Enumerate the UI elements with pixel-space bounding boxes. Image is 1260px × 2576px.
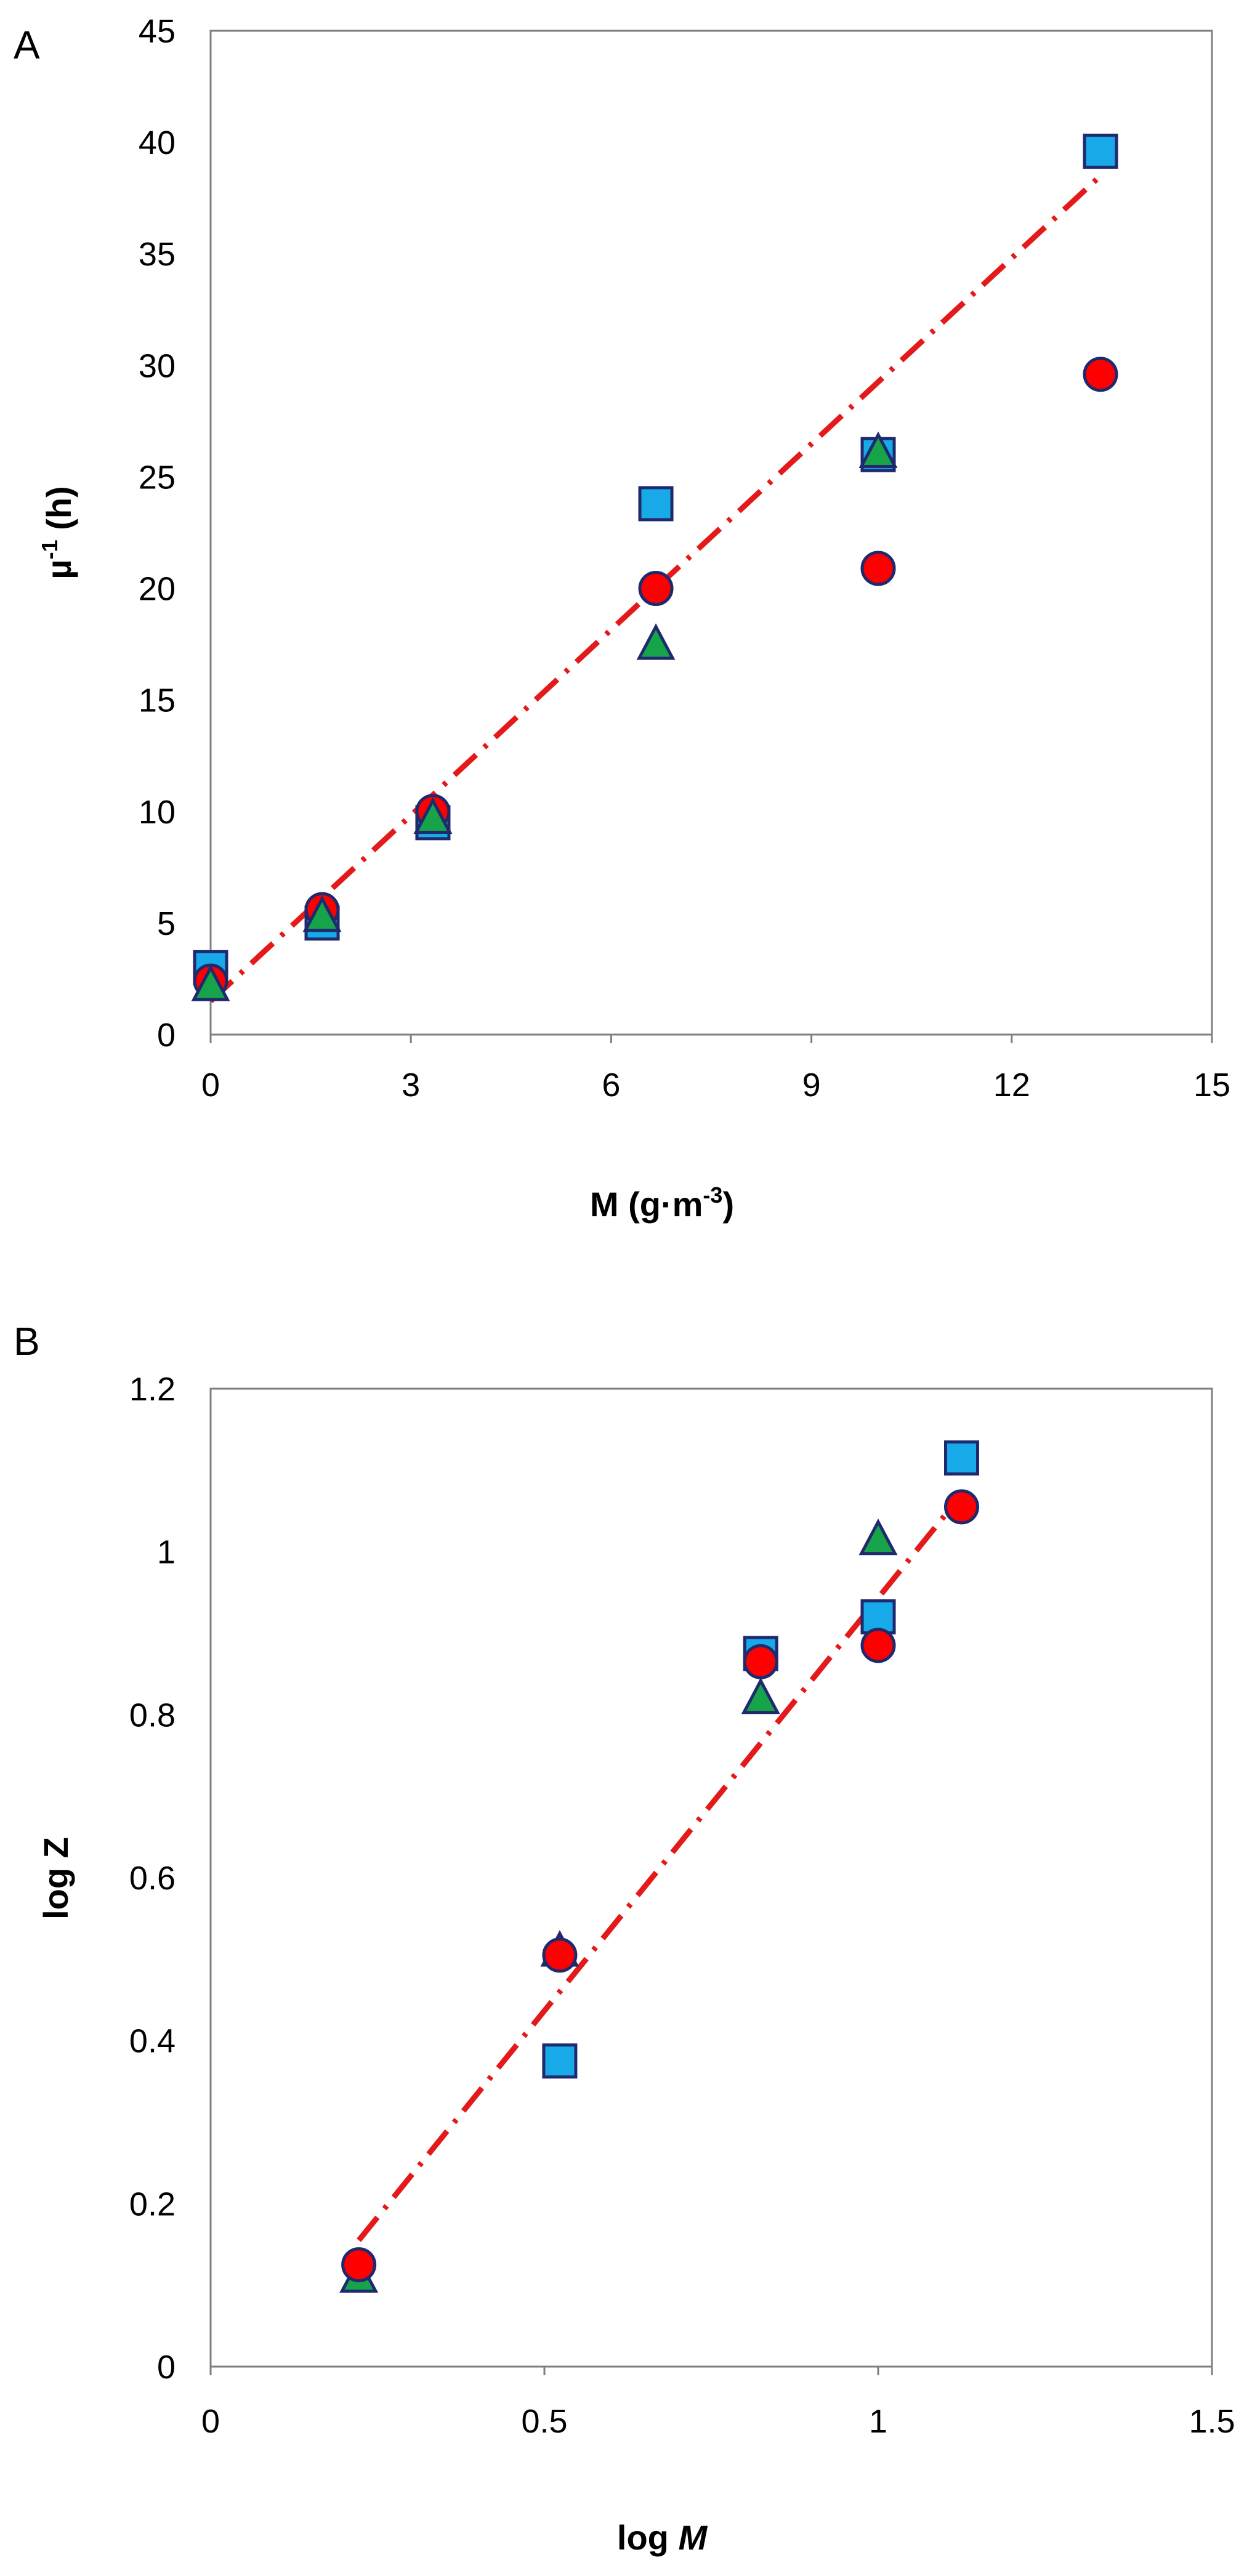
panel-b-y-tick-label: 1 (157, 1534, 176, 1571)
panel-b-y-tick-label: 0.4 (129, 2023, 176, 2060)
panel-b-square-point (542, 2043, 578, 2079)
panel-a-y-tick-label: 30 (139, 347, 176, 384)
panel-b-y-axis-title: log Z (36, 1837, 75, 1920)
panel-a-x-tick-label: 0 (201, 1067, 220, 1104)
panel-a-x-tick-label: 15 (1193, 1067, 1230, 1104)
panel-a-y-title-end: (h) (39, 486, 78, 539)
panel-b-data-points (339, 1440, 979, 2293)
panel-a-y-tick-label: 5 (157, 905, 176, 942)
panel-a-y-ticks: 0 5 10 15 20 25 30 35 40 45 (139, 13, 176, 1054)
panel-b-x-tick-label: 0 (201, 2403, 220, 2440)
panel-a-data-points (191, 134, 1118, 1001)
panel-b-x-axis-title: log M (617, 2518, 708, 2557)
panel-a-y-tick-label: 45 (139, 13, 176, 50)
panel-b-y-tick-label: 0.8 (129, 1697, 176, 1734)
panel-b-triangle-point (858, 1518, 898, 1556)
panel-b-square-point (944, 1440, 979, 1476)
panel-a-y-tick-label: 25 (139, 459, 176, 496)
panel-b-y-tick-label: 0.2 (129, 2186, 176, 2223)
panel-a-y-tick-label: 15 (139, 682, 176, 719)
panel-b-x-tick-label: 1.5 (1189, 2403, 1235, 2440)
panel-b-y-tick-label: 1.2 (129, 1371, 176, 1408)
panel-b-circle-point (542, 1937, 578, 1973)
panel-a-circle-point (1083, 357, 1118, 392)
panel-a-y-axis-title: µ-1 (h) (37, 486, 78, 579)
panel-a-square-point (1083, 134, 1118, 169)
panel-b-x-ticks: 0 0.5 1 1.5 (201, 2367, 1235, 2440)
panel-a-label: A (14, 23, 40, 67)
panel-b-circle-point (743, 1644, 778, 1679)
panel-a-x-tick-label: 9 (802, 1067, 821, 1104)
panel-a-x-title-sup: -3 (703, 1182, 722, 1208)
panel-b-y-tick-label: 0 (157, 2349, 176, 2386)
panel-a-y-tick-label: 20 (139, 571, 176, 608)
panel-a-triangle-point (858, 431, 898, 468)
panel-a-triangle-point (636, 623, 676, 660)
panel-a-triangle-point (191, 964, 230, 1001)
panel-a-x-axis-title: M (g·m-3) (590, 1182, 734, 1224)
panel-a-square-point (638, 486, 674, 522)
panel-a-circle-point (860, 551, 896, 586)
panel-b-y-tick-label: 0.6 (129, 1860, 176, 1897)
panel-b-label: B (14, 1319, 40, 1363)
panel-a-fit-line (208, 174, 1103, 1003)
panel-a-y-title-main: µ (39, 559, 78, 579)
panel-a-y-tick-label: 35 (139, 236, 176, 273)
panel-a-y-title-sup: -1 (37, 539, 62, 559)
panel-a-x-title-end: ) (722, 1185, 734, 1224)
panel-b-x-title-italic: M (678, 2518, 708, 2557)
panel-a-x-title-main: M (g·m (590, 1185, 703, 1224)
panel-a-x-ticks: 0 3 6 9 12 15 (201, 1035, 1230, 1104)
panel-a-circle-point (638, 571, 674, 607)
panel-b-triangle-point (741, 1677, 780, 1714)
panel-b-plot-frame (209, 1387, 1213, 2368)
panel-a-plot-frame (209, 30, 1213, 1036)
panel-a-triangle-point (302, 895, 342, 932)
panel-a-x-tick-label: 12 (993, 1067, 1030, 1104)
panel-a-triangle-point (413, 797, 453, 834)
panel-b-x-tick-label: 1 (869, 2403, 887, 2440)
panel-b-chart: B 0 0.2 0.4 0.6 0.8 1 1.2 0 0.5 1 1.5 log Z log M (14, 1319, 1235, 2557)
panel-b-circle-point (944, 1489, 979, 1525)
panel-a-y-tick-label: 0 (157, 1017, 176, 1054)
panel-a-x-tick-label: 3 (402, 1067, 420, 1104)
panel-a-y-tick-label: 40 (139, 124, 176, 161)
panel-b-circle-point (341, 2247, 377, 2283)
panel-a-chart: A 0 5 10 15 20 25 30 35 40 45 0 3 6 9 12 15 µ-1 (h) M … (14, 13, 1230, 1224)
panel-a-y-tick-label: 10 (139, 794, 176, 831)
panel-b-circle-point (860, 1628, 896, 1663)
panel-b-x-title-main: log (617, 2518, 679, 2557)
panel-b-x-tick-label: 0.5 (521, 2403, 567, 2440)
panel-b-y-ticks: 0 0.2 0.4 0.6 0.8 1 1.2 (129, 1371, 176, 2386)
panel-a-x-tick-label: 6 (602, 1067, 620, 1104)
